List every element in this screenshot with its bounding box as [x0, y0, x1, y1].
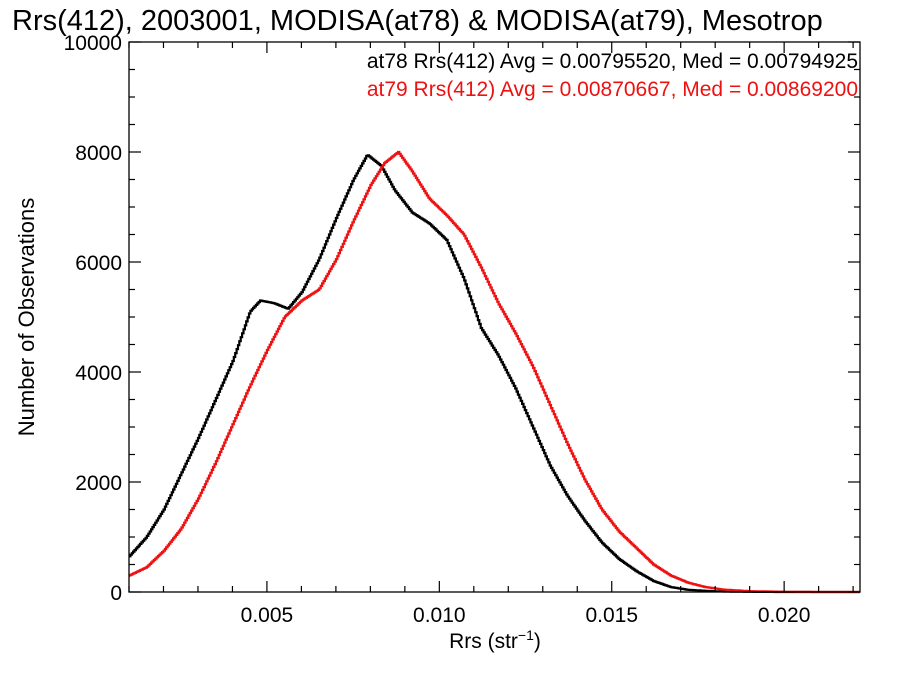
- x-axis-label: Rrs (str−1): [449, 627, 541, 653]
- x-tick-label: 0.010: [413, 604, 466, 627]
- series-line-at78: [129, 154, 860, 594]
- x-tick-label: 0.015: [585, 604, 638, 627]
- y-axis-label: Number of Observations: [14, 198, 39, 436]
- legend-entry-at79: at79 Rrs(412) Avg = 0.00870667, Med = 0.…: [367, 78, 858, 101]
- y-tick-label: 2000: [75, 472, 122, 495]
- x-axis-label-close: ): [534, 630, 541, 653]
- y-tick-label: 6000: [75, 252, 122, 275]
- y-tick-label: 10000: [64, 32, 122, 55]
- series-line-at79: [129, 150, 860, 594]
- y-tick-label: 4000: [75, 362, 122, 385]
- chart-title: Rrs(412), 2003001, MODISA(at78) & MODISA…: [12, 5, 823, 37]
- y-tick-label: 0: [110, 582, 122, 605]
- series-layer: [129, 150, 860, 594]
- x-axis-label-superscript: −1: [518, 627, 534, 643]
- legend-entry-at78: at78 Rrs(412) Avg = 0.00795520, Med = 0.…: [367, 50, 858, 73]
- x-axis-label-main: Rrs (str: [449, 630, 518, 653]
- x-tick-label: 0.020: [758, 604, 811, 627]
- x-tick-label: 0.005: [241, 604, 294, 627]
- y-tick-label: 8000: [75, 142, 122, 165]
- tick-layer: 0.005 0.010 0.015 0.020 0 2000 4000 6000 8000 100…: [64, 32, 860, 627]
